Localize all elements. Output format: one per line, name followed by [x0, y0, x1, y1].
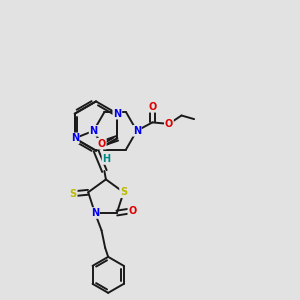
Text: O: O	[148, 102, 157, 112]
Text: N: N	[113, 109, 122, 119]
Text: N: N	[89, 126, 98, 136]
Text: N: N	[91, 208, 99, 218]
Text: N: N	[133, 126, 141, 136]
Text: O: O	[165, 119, 173, 129]
Text: S: S	[70, 189, 77, 199]
Text: N: N	[70, 133, 79, 143]
Text: O: O	[128, 206, 136, 216]
Text: H: H	[102, 154, 111, 164]
Text: S: S	[120, 187, 127, 197]
Text: O: O	[98, 139, 106, 149]
